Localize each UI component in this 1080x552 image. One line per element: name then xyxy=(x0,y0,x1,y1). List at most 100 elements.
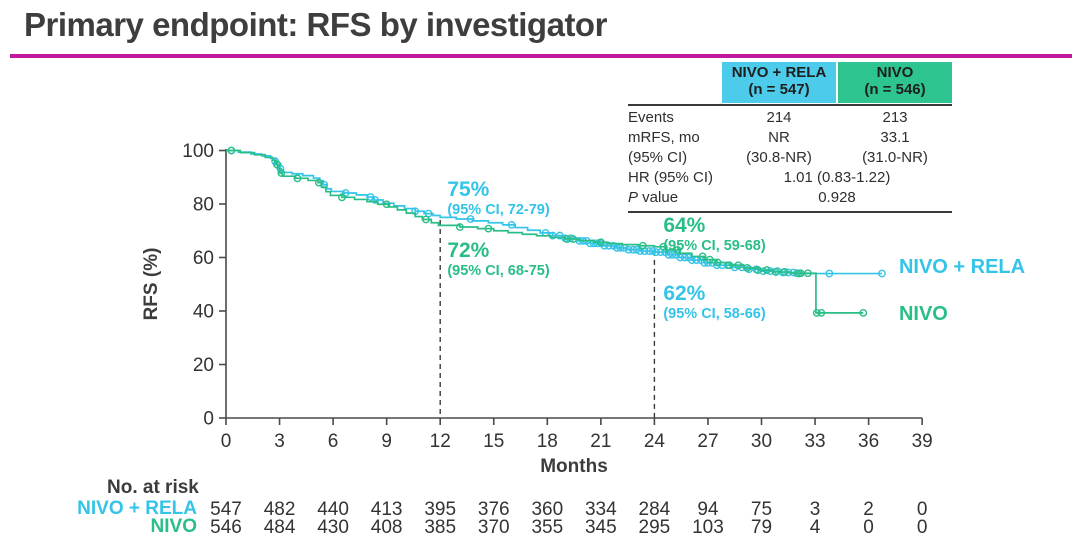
stats-row-events: Events 214 213 xyxy=(628,108,952,128)
at-risk-count: 284 xyxy=(638,499,671,520)
at-risk-count: 440 xyxy=(317,499,349,520)
stats-value: NR xyxy=(768,129,790,147)
annotation-value: 72% xyxy=(447,239,490,263)
at-risk-label-nivo-rela: NIVO + RELA xyxy=(77,498,197,519)
svg-text:33: 33 xyxy=(804,431,825,452)
stats-header-line2: (n = 546) xyxy=(864,80,926,98)
at-risk-count: 484 xyxy=(263,517,296,538)
at-risk-count: 295 xyxy=(638,517,671,538)
curve-label-nivo: NIVO xyxy=(898,303,948,325)
stats-row-mrfs: mRFS, mo NR 33.1 xyxy=(628,128,952,148)
at-risk-count: 360 xyxy=(531,499,564,520)
stats-header-nivo: NIVO (n = 546) xyxy=(838,62,952,103)
at-risk-count: 547 xyxy=(210,499,242,520)
stats-header-line2: (n = 547) xyxy=(748,80,810,98)
stats-table-body: Events 214 213 mRFS, mo NR 33.1 (95% CI)… xyxy=(628,103,952,213)
annotation-ci: (95% CI, 58-66) xyxy=(663,305,766,322)
stats-header-line1: NIVO xyxy=(876,64,914,81)
at-risk-label-nivo: NIVO xyxy=(150,516,197,537)
svg-text:39: 39 xyxy=(912,431,933,452)
stats-row-hr: HR (95% CI) 1.01 (0.83-1.22) xyxy=(628,168,952,188)
svg-text:9: 9 xyxy=(381,431,392,452)
stats-table: NIVO + RELA (n = 547) NIVO (n = 546) Eve… xyxy=(628,62,952,213)
stats-value: 0.928 xyxy=(818,189,856,207)
at-risk-title: No. at risk xyxy=(107,477,199,498)
stats-header-spacer xyxy=(628,62,720,103)
svg-text:36: 36 xyxy=(858,431,879,452)
annotation-12mo-nivo-rela: 75% (95% CI, 72-79) xyxy=(447,177,550,218)
stats-value: (30.8-NR) xyxy=(746,149,812,167)
at-risk-count: 546 xyxy=(210,517,242,538)
title-underline xyxy=(10,54,1072,58)
svg-text:0: 0 xyxy=(203,409,214,430)
at-risk-count: 79 xyxy=(750,517,773,538)
svg-text:30: 30 xyxy=(751,431,772,452)
curve-label-nivo-rela: NIVO + RELA xyxy=(898,256,1026,279)
at-risk-count: 430 xyxy=(317,517,349,538)
stats-value: 214 xyxy=(766,109,792,127)
p-italic: P xyxy=(628,189,639,207)
svg-text:27: 27 xyxy=(697,431,718,452)
stats-value: 213 xyxy=(882,109,908,127)
at-risk-count: 75 xyxy=(750,499,773,520)
annotation-ci: (95% CI, 59-68) xyxy=(663,237,766,254)
svg-text:80: 80 xyxy=(193,195,214,216)
stats-header-line1: NIVO + RELA xyxy=(731,64,827,81)
at-risk-count: 482 xyxy=(263,499,296,520)
annotation-24mo-nivo: 64% (95% CI, 59-68) xyxy=(663,213,766,254)
svg-text:0: 0 xyxy=(221,431,232,452)
stats-table-header: NIVO + RELA (n = 547) NIVO (n = 546) xyxy=(628,62,952,103)
stats-row-ci: (95% CI) (30.8-NR) (31.0-NR) xyxy=(628,148,952,168)
y-axis-label: RFS (%) xyxy=(141,247,162,321)
stats-row-label: (95% CI) xyxy=(628,149,688,167)
at-risk-count: 2 xyxy=(863,499,874,520)
annotation-24mo-nivo-rela: 62% (95% CI, 58-66) xyxy=(663,281,766,322)
svg-text:3: 3 xyxy=(274,431,285,452)
annotation-ci: (95% CI, 68-75) xyxy=(447,263,550,280)
at-risk-count: 395 xyxy=(424,499,457,520)
at-risk-count: 103 xyxy=(692,517,724,538)
stats-row-label: Events xyxy=(628,109,674,127)
stats-header-nivo-rela: NIVO + RELA (n = 547) xyxy=(722,62,836,103)
at-risk-count: 0 xyxy=(916,517,928,538)
at-risk-count: 4 xyxy=(809,517,821,538)
svg-text:6: 6 xyxy=(328,431,339,452)
at-risk-count: 334 xyxy=(584,499,617,520)
svg-text:21: 21 xyxy=(590,431,611,452)
at-risk-count: 385 xyxy=(424,517,457,538)
annotation-12mo-nivo: 72% (95% CI, 68-75) xyxy=(447,240,549,279)
stats-row-label: P value xyxy=(628,189,720,206)
svg-text:40: 40 xyxy=(193,302,214,323)
stats-value: 33.1 xyxy=(880,129,910,147)
svg-text:24: 24 xyxy=(644,431,666,452)
stats-row-label: HR (95% CI) xyxy=(628,169,714,187)
at-risk-count: 345 xyxy=(584,517,617,538)
stats-row-pvalue: P value 0.928 xyxy=(628,188,952,208)
at-risk-count: 355 xyxy=(531,517,564,538)
svg-text:20: 20 xyxy=(193,355,214,376)
stats-value: (31.0-NR) xyxy=(862,149,928,167)
stats-row-label: mRFS, mo xyxy=(628,129,700,147)
at-risk-count: 408 xyxy=(370,517,403,538)
annotation-ci: (95% CI, 72-79) xyxy=(447,201,550,218)
at-risk-count: 3 xyxy=(809,499,821,520)
svg-text:18: 18 xyxy=(537,431,558,452)
x-axis-label: Months xyxy=(540,456,608,477)
annotation-value: 62% xyxy=(663,281,706,305)
svg-text:12: 12 xyxy=(430,431,451,452)
at-risk-count: 0 xyxy=(863,517,874,538)
at-risk-count: 370 xyxy=(477,517,510,538)
svg-text:15: 15 xyxy=(483,431,504,452)
at-risk-count: 413 xyxy=(370,499,403,520)
p-rest: value xyxy=(638,189,679,207)
page-title: Primary endpoint: RFS by investigator xyxy=(24,6,607,43)
at-risk-count: 94 xyxy=(697,499,719,520)
svg-text:100: 100 xyxy=(182,141,214,162)
svg-text:60: 60 xyxy=(193,248,214,269)
stats-value: 1.01 (0.83-1.22) xyxy=(783,169,891,187)
annotation-value: 75% xyxy=(447,177,490,201)
annotation-value: 64% xyxy=(663,213,706,237)
at-risk-count: 0 xyxy=(916,499,928,520)
